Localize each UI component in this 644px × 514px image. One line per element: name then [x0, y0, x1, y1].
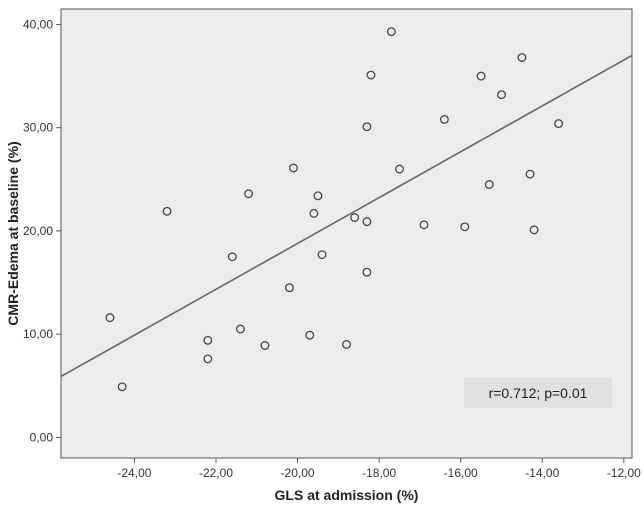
data-point — [525, 169, 535, 179]
x-tick-label: -22,00 — [199, 466, 233, 480]
data-point — [517, 53, 527, 62]
data-point — [203, 335, 213, 345]
data-point — [227, 252, 237, 262]
x-tick-label: -24,00 — [117, 466, 151, 480]
data-point — [260, 341, 270, 350]
data-point — [439, 114, 449, 124]
data-point — [484, 180, 494, 189]
data-point — [554, 119, 564, 129]
y-tick-label: 10,00 — [23, 327, 53, 341]
y-tick-label: 0,00 — [30, 430, 54, 444]
data-point — [350, 213, 360, 222]
data-point — [317, 250, 327, 260]
data-point — [236, 324, 245, 334]
data-point — [105, 313, 115, 323]
data-point — [419, 220, 429, 230]
data-point — [476, 71, 486, 81]
data-point — [497, 90, 506, 100]
data-point — [117, 382, 127, 392]
x-tick-label: -16,00 — [444, 466, 478, 480]
y-tick-label: 40,00 — [23, 17, 53, 31]
data-point — [305, 330, 315, 340]
data-point — [203, 354, 213, 364]
data-points — [105, 27, 564, 392]
data-point — [395, 164, 404, 174]
data-point — [386, 27, 396, 37]
data-point — [313, 191, 323, 201]
y-tick-label: 30,00 — [23, 121, 53, 135]
data-point — [362, 217, 372, 227]
x-tick-label: -14,00 — [525, 466, 559, 480]
data-point — [529, 225, 539, 235]
data-point — [362, 122, 372, 132]
axis-ticks: -24,00 -22,00 -20,00 -18,00 -16,00 -14,00 -12,… — [23, 17, 641, 480]
y-tick-label: 20,00 — [23, 224, 53, 238]
data-point — [366, 70, 376, 80]
x-tick-label: -18,00 — [362, 466, 396, 480]
annotation-box — [464, 378, 612, 408]
data-point — [309, 208, 319, 218]
data-point — [342, 340, 351, 349]
data-point — [460, 222, 470, 232]
x-tick-label: -12,00 — [607, 466, 641, 480]
data-point — [362, 267, 372, 277]
data-point — [244, 189, 254, 199]
data-point — [289, 163, 298, 173]
regression-line — [60, 54, 633, 378]
y-axis-title: CMR-Edema at baseline (%) — [5, 141, 21, 325]
data-point — [162, 206, 172, 216]
x-axis-title: GLS at admission (%) — [275, 487, 419, 503]
correlation-annotation: r=0.712; p=0.01 — [489, 385, 588, 401]
x-tick-label: -20,00 — [281, 466, 315, 480]
data-point — [284, 283, 294, 293]
